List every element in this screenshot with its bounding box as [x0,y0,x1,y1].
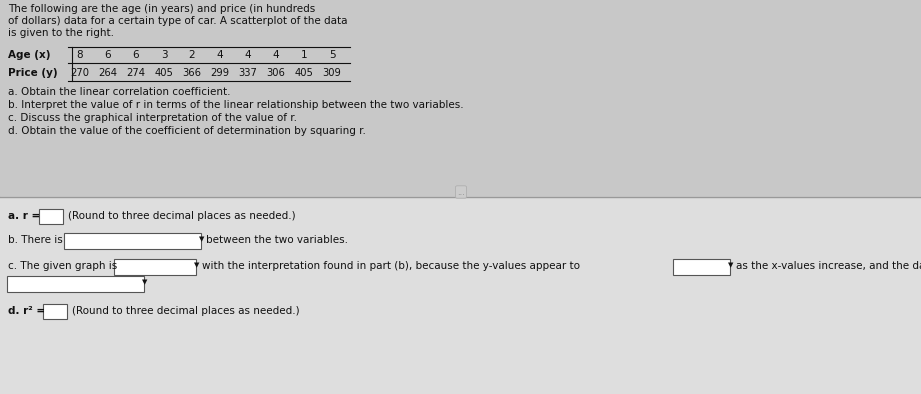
Text: $\blacktriangle$: $\blacktriangle$ [364,0,370,7]
Text: a. Obtain the linear correlation coefficient.: a. Obtain the linear correlation coeffic… [8,87,230,97]
Text: 405: 405 [295,68,313,78]
FancyBboxPatch shape [7,276,144,292]
Text: ▼: ▼ [728,262,733,268]
Text: (Round to three decimal places as needed.): (Round to three decimal places as needed… [72,306,299,316]
Text: 366: 366 [182,68,202,78]
Point [437,122,451,128]
Text: a. r =: a. r = [8,211,41,221]
Text: 306: 306 [266,68,286,78]
Point [451,143,466,149]
Point [423,106,437,112]
Text: ▼: ▼ [142,279,147,285]
Text: The following are the age (in years) and price (in hundreds: The following are the age (in years) and… [8,4,315,14]
Text: c. Discuss the graphical interpretation of the value of r.: c. Discuss the graphical interpretation … [8,113,297,123]
Text: 264: 264 [99,68,118,78]
Text: c. The given graph is: c. The given graph is [8,261,117,271]
Text: x: x [521,203,527,213]
Text: 270: 270 [71,68,89,78]
Text: 6: 6 [105,50,111,60]
Point [409,66,424,72]
Text: of dollars) data for a certain type of car. A scatterplot of the data: of dollars) data for a certain type of c… [8,16,347,26]
Point [394,89,409,95]
Point [423,124,437,130]
Point [451,149,466,155]
Text: is given to the right.: is given to the right. [8,28,114,38]
Text: 2: 2 [189,50,195,60]
Text: 274: 274 [126,68,146,78]
Point [480,145,495,151]
Bar [0,197,921,394]
Text: Age (x): Age (x) [8,50,51,60]
Text: 1: 1 [300,50,308,60]
FancyBboxPatch shape [673,259,730,275]
Text: b. Interpret the value of r in terms of the linear relationship between the two : b. Interpret the value of r in terms of … [8,100,463,110]
Text: between the two variables.: between the two variables. [206,235,348,245]
FancyBboxPatch shape [43,304,67,319]
Text: 405: 405 [155,68,173,78]
Text: (Round to three decimal places as needed.): (Round to three decimal places as needed… [68,211,296,221]
Text: ▼: ▼ [194,262,199,268]
Text: 3: 3 [160,50,168,60]
Text: ▼: ▼ [199,236,204,242]
Text: 5: 5 [329,50,335,60]
Text: 8: 8 [76,50,83,60]
Text: y: y [373,0,379,5]
Text: 4: 4 [245,50,251,60]
Bar [0,0,921,197]
Text: d. Obtain the value of the coefficient of determination by squaring r.: d. Obtain the value of the coefficient o… [8,126,366,136]
Text: 337: 337 [239,68,258,78]
Text: 4: 4 [273,50,279,60]
FancyBboxPatch shape [114,259,196,275]
Point [423,128,437,134]
Text: as the x-values increase, and the data points appear: as the x-values increase, and the data p… [736,261,921,271]
Text: b. There is: b. There is [8,235,63,245]
Text: with the interpretation found in part (b), because the y-values appear to: with the interpretation found in part (b… [202,261,580,271]
FancyBboxPatch shape [39,209,63,224]
Text: Price (y): Price (y) [8,68,58,78]
Text: 309: 309 [322,68,342,78]
Text: ...: ... [457,188,465,197]
Text: d. r² =: d. r² = [8,306,45,316]
Text: 299: 299 [210,68,229,78]
Text: 6: 6 [133,50,139,60]
Text: 4: 4 [216,50,223,60]
Point [380,66,395,72]
FancyBboxPatch shape [64,233,201,249]
